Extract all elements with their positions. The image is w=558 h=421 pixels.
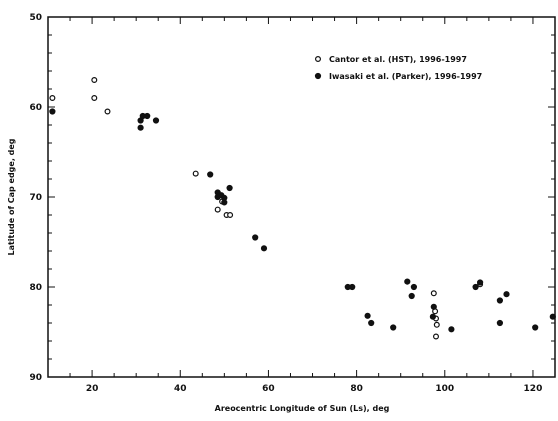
data-point-filled: [448, 326, 455, 333]
data-point-filled: [532, 324, 539, 331]
y-tick-label: 70: [29, 193, 42, 203]
ticks-layer: [48, 17, 556, 377]
legend-label-series-0: Cantor et al. (HST), 1996-1997: [329, 55, 467, 64]
y-tick-label: 50: [29, 13, 42, 23]
data-point-filled: [49, 108, 56, 115]
data-point-filled: [207, 171, 214, 178]
y-tick-label: 60: [29, 103, 42, 113]
data-point-filled: [260, 245, 268, 252]
data-point-filled: [503, 291, 510, 298]
data-point-open: [433, 321, 440, 328]
legend: Cantor et al. (HST), 1996-1997 Iwasaki e…: [314, 55, 482, 81]
x-tick-label: 80: [350, 384, 363, 394]
data-point-filled: [226, 184, 233, 192]
x-tick-label: 40: [174, 384, 187, 394]
y-tick-label: 80: [29, 283, 42, 293]
x-tick-label: 100: [435, 384, 454, 394]
y-axis-label: Latitude of Cap edge, deg: [7, 138, 16, 255]
data-point-filled: [390, 324, 397, 331]
data-point-filled: [144, 112, 151, 120]
points-layer: [49, 76, 556, 340]
data-point-open: [91, 76, 98, 83]
data-point-filled: [221, 199, 228, 206]
data-point-filled: [137, 124, 144, 131]
data-point-open: [91, 94, 98, 101]
data-point-filled: [349, 283, 356, 291]
data-point-filled: [472, 283, 479, 291]
x-axis-label: Areocentric Longitude of Sun (Ls), deg: [215, 404, 390, 413]
data-point-open: [430, 290, 437, 297]
data-point-open: [227, 212, 234, 219]
plot-frame: [47, 16, 556, 378]
data-point-filled: [477, 279, 484, 286]
data-point-filled: [364, 312, 371, 319]
data-point-filled: [368, 319, 375, 327]
data-point-open: [49, 94, 56, 101]
legend-open-circle-marker: [315, 55, 322, 62]
data-point-filled: [152, 117, 160, 124]
data-point-open: [433, 333, 440, 340]
y-tick-label: 90: [29, 373, 42, 383]
data-point-filled: [410, 283, 417, 291]
x-tick-label: 20: [86, 384, 99, 394]
data-point-filled: [430, 303, 437, 310]
data-point-filled: [404, 278, 411, 285]
x-tick-label: 60: [262, 384, 275, 394]
data-point-filled: [549, 313, 556, 320]
data-point-open: [192, 170, 199, 177]
data-point-filled: [496, 319, 503, 327]
data-point-filled: [496, 297, 503, 304]
x-tick-label: 120: [524, 384, 543, 394]
data-point-filled: [429, 313, 436, 320]
data-point-filled: [408, 292, 415, 300]
data-point-filled: [252, 234, 259, 241]
data-point-open: [104, 108, 111, 115]
data-point-open: [214, 206, 221, 213]
legend-label-series-1: Iwasaki et al. (Parker), 1996-1997: [329, 72, 482, 81]
legend-filled-circle-marker: [314, 72, 322, 80]
tick-labels-layer: 20 40 60 80 100 120 50 60 70 80 90: [29, 13, 542, 394]
